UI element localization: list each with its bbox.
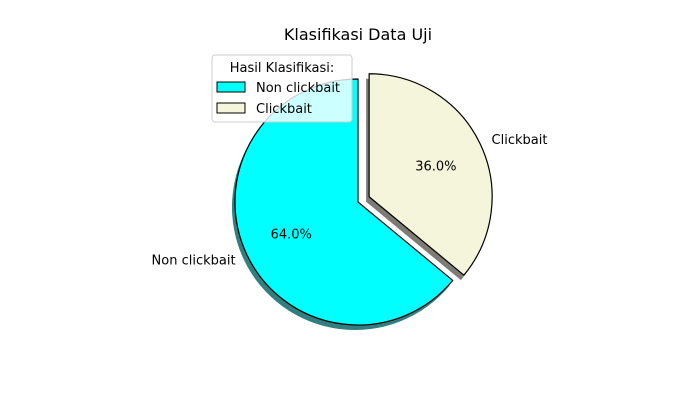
pie-slice-clickbait <box>368 73 493 276</box>
label-layer: Non clickbait 64.0% Clickbait 36.0% <box>152 133 548 268</box>
legend-swatch-clickbait <box>216 102 246 114</box>
legend-swatch-non-clickbait <box>216 81 246 93</box>
legend-frame <box>211 54 353 123</box>
pct-label-clickbait: 36.0% <box>415 159 456 174</box>
pct-label-non-clickbait: 64.0% <box>271 227 312 242</box>
chart-title: Klasifikasi Data Uji <box>284 25 432 44</box>
slice-layer <box>234 73 493 326</box>
legend: Hasil Klasifikasi: Non clickbait Clickbait <box>211 54 353 123</box>
slice-label-non-clickbait: Non clickbait <box>152 254 236 269</box>
slice-label-clickbait: Clickbait <box>492 133 548 148</box>
legend-label-clickbait: Clickbait <box>256 102 312 117</box>
legend-label-non-clickbait: Non clickbait <box>256 81 340 96</box>
legend-title: Hasil Klasifikasi: <box>230 61 335 76</box>
